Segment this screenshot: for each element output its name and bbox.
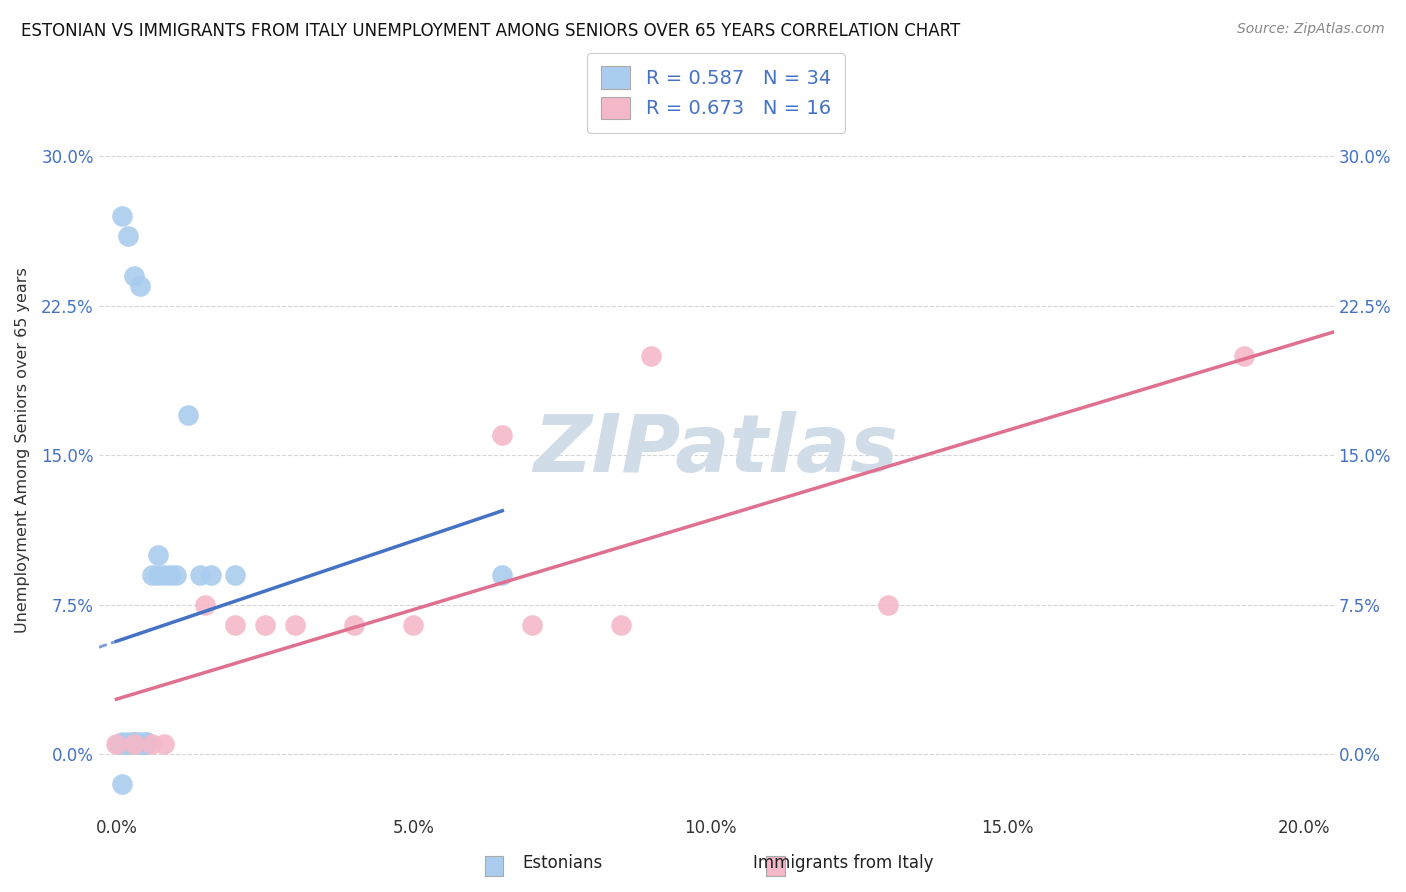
Point bbox=[108, 737, 131, 751]
Point bbox=[122, 737, 145, 751]
Point bbox=[141, 737, 163, 751]
Point bbox=[194, 598, 217, 612]
Text: ESTONIAN VS IMMIGRANTS FROM ITALY UNEMPLOYMENT AMONG SENIORS OVER 65 YEARS CORRE: ESTONIAN VS IMMIGRANTS FROM ITALY UNEMPL… bbox=[21, 22, 960, 40]
Text: Source: ZipAtlas.com: Source: ZipAtlas.com bbox=[1237, 22, 1385, 37]
Point bbox=[188, 567, 211, 582]
Point bbox=[253, 617, 276, 632]
Point bbox=[135, 737, 157, 751]
Point bbox=[105, 737, 128, 751]
Point bbox=[153, 737, 176, 751]
Point bbox=[117, 735, 139, 749]
Point bbox=[117, 229, 139, 244]
Text: Immigrants from Italy: Immigrants from Italy bbox=[754, 855, 934, 872]
Point bbox=[520, 617, 543, 632]
Point bbox=[491, 567, 513, 582]
Point bbox=[343, 617, 366, 632]
Y-axis label: Unemployment Among Seniors over 65 years: Unemployment Among Seniors over 65 years bbox=[15, 268, 30, 633]
Point bbox=[111, 735, 134, 749]
Point bbox=[111, 209, 134, 223]
Text: ZIPatlas: ZIPatlas bbox=[533, 411, 898, 490]
Point bbox=[159, 567, 181, 582]
Point bbox=[1233, 349, 1256, 363]
Point bbox=[122, 737, 145, 751]
Point bbox=[146, 548, 169, 562]
Point bbox=[224, 617, 246, 632]
Point bbox=[146, 567, 169, 582]
Point bbox=[176, 409, 198, 423]
Point bbox=[640, 349, 662, 363]
Point bbox=[135, 735, 157, 749]
Point bbox=[402, 617, 425, 632]
Point bbox=[111, 737, 134, 751]
Point bbox=[283, 617, 305, 632]
Legend: R = 0.587   N = 34, R = 0.673   N = 16: R = 0.587 N = 34, R = 0.673 N = 16 bbox=[588, 53, 845, 133]
Point bbox=[224, 567, 246, 582]
Point bbox=[114, 737, 136, 751]
Point bbox=[117, 737, 139, 751]
Text: Estonians: Estonians bbox=[522, 855, 603, 872]
Point bbox=[129, 737, 152, 751]
Point bbox=[122, 268, 145, 283]
Point bbox=[111, 777, 134, 791]
Point bbox=[135, 735, 157, 749]
Point bbox=[117, 737, 139, 751]
Point bbox=[122, 737, 145, 751]
Point bbox=[129, 279, 152, 293]
Point bbox=[129, 735, 152, 749]
Point bbox=[153, 567, 176, 582]
Point bbox=[200, 567, 222, 582]
Point bbox=[491, 428, 513, 442]
Point bbox=[122, 735, 145, 749]
Point bbox=[610, 617, 633, 632]
Point bbox=[129, 737, 152, 751]
Point bbox=[877, 598, 900, 612]
Point bbox=[135, 737, 157, 751]
Point bbox=[165, 567, 187, 582]
Point bbox=[141, 567, 163, 582]
Point bbox=[122, 735, 145, 749]
